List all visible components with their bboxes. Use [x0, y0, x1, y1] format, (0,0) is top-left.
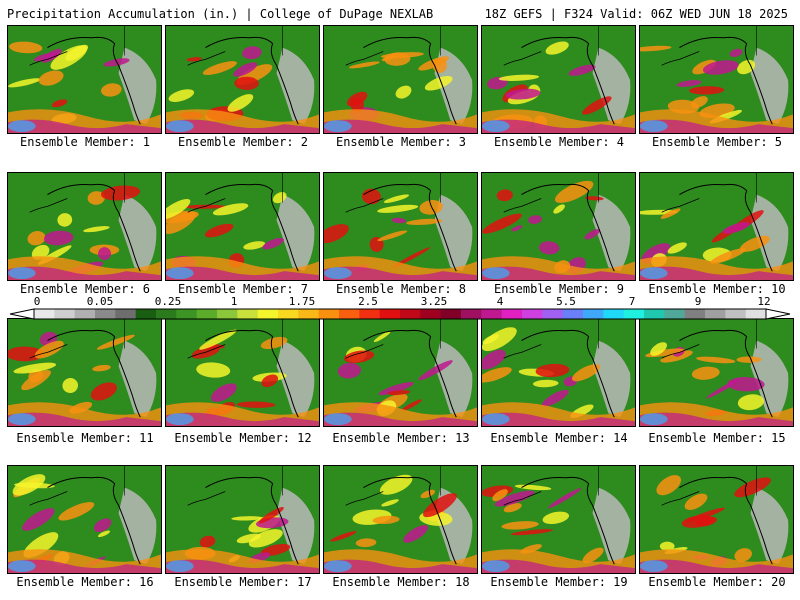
member-map-panel: [639, 318, 794, 427]
member-map-panel: [7, 172, 162, 281]
colorbar-swatch: [318, 309, 340, 319]
colorbar-swatch: [54, 309, 76, 319]
ensemble-member-label: Ensemble Member: 14: [490, 431, 628, 445]
ensemble-member-label: Ensemble Member: 12: [174, 431, 312, 445]
colorbar-swatch: [644, 309, 665, 319]
colorbar-swatch: [176, 309, 198, 319]
colorbar-swatch: [583, 309, 604, 319]
colorbar-swatch: [420, 309, 442, 319]
colorbar-swatch: [745, 309, 767, 319]
member-map-panel: [481, 25, 636, 134]
colorbar-swatch: [74, 309, 96, 319]
member-map-panel: [639, 465, 794, 574]
member-map-panel: [323, 465, 478, 574]
ensemble-member-label: Ensemble Member: 10: [648, 282, 786, 296]
colorbar-tick-label: 1.75: [288, 295, 316, 308]
colorbar-swatch: [481, 309, 503, 319]
colorbar-tick-label: 9: [694, 295, 702, 308]
colorbar-swatch: [562, 309, 584, 319]
colorbar-swatch: [359, 309, 381, 319]
model-run-info: 18Z GEFS | F324 Valid: 06Z WED JUN 18 20…: [484, 7, 788, 21]
member-map-panel: [481, 318, 636, 427]
member-map-panel: [7, 25, 162, 134]
precipitation-colorbar: 0 0.05 0.25 1 1.75 2.5 3.25 4 5.5 7 9 12: [0, 296, 800, 320]
colorbar-swatch: [664, 309, 686, 319]
colorbar-swatch: [115, 309, 137, 319]
colorbar-swatch: [257, 309, 279, 319]
ensemble-member-label: Ensemble Member: 18: [332, 575, 470, 589]
ensemble-member-label: Ensemble Member: 6: [19, 282, 151, 296]
ensemble-member-label: Ensemble Member: 9: [493, 282, 625, 296]
colorbar-tick-label: 7: [628, 295, 636, 308]
member-map-panel: [165, 318, 320, 427]
ensemble-member-label: Ensemble Member: 17: [174, 575, 312, 589]
colorbar-swatch: [34, 309, 55, 319]
colorbar-tick-label: 0.25: [154, 295, 182, 308]
ensemble-member-label: Ensemble Member: 7: [177, 282, 309, 296]
colorbar-tick-label: 4: [496, 295, 504, 308]
member-map-panel: [481, 172, 636, 281]
colorbar-swatch: [725, 309, 747, 319]
colorbar-swatch: [379, 309, 401, 319]
ensemble-member-label: Ensemble Member: 1: [19, 135, 151, 149]
colorbar-tick-label: 5.5: [556, 295, 576, 308]
ensemble-member-label: Ensemble Member: 16: [16, 575, 154, 589]
member-map-panel: [165, 25, 320, 134]
colorbar-swatch: [522, 309, 543, 319]
colorbar-swatch: [603, 309, 625, 319]
colorbar-tick-label: 3.25: [420, 295, 448, 308]
colorbar-tick-label: 0: [33, 295, 41, 308]
colorbar-swatch: [135, 309, 157, 319]
member-map-panel: [639, 25, 794, 134]
colorbar-swatch: [623, 309, 645, 319]
map-title: Precipitation Accumulation (in.) | Colle…: [7, 7, 434, 21]
ensemble-member-label: Ensemble Member: 15: [648, 431, 786, 445]
colorbar-swatch: [156, 309, 177, 319]
ensemble-member-label: Ensemble Member: 3: [335, 135, 467, 149]
member-map-panel: [165, 172, 320, 281]
colorbar-swatch: [196, 309, 218, 319]
ensemble-member-label: Ensemble Member: 5: [651, 135, 783, 149]
colorbar-swatch: [501, 309, 523, 319]
colorbar-outline: [33, 308, 767, 320]
member-map-panel: [7, 465, 162, 574]
ensemble-member-label: Ensemble Member: 11: [16, 431, 154, 445]
colorbar-right-arrow: [765, 308, 791, 320]
colorbar-swatch: [461, 309, 482, 319]
colorbar-swatch: [95, 309, 116, 319]
colorbar-tick-label: 12: [757, 295, 771, 308]
colorbar-swatch: [684, 309, 706, 319]
member-map-panel: [323, 172, 478, 281]
colorbar-swatch: [237, 309, 259, 319]
colorbar-swatch: [440, 309, 462, 319]
colorbar-left-arrow: [9, 308, 35, 320]
colorbar-tick-label: 0.05: [86, 295, 114, 308]
member-map-panel: [639, 172, 794, 281]
colorbar-tick-label: 1: [230, 295, 238, 308]
member-map-panel: [481, 465, 636, 574]
colorbar-swatch: [217, 309, 238, 319]
ensemble-member-label: Ensemble Member: 13: [332, 431, 470, 445]
colorbar-scale: [9, 308, 791, 320]
ensemble-member-label: Ensemble Member: 19: [490, 575, 628, 589]
ensemble-member-label: Ensemble Member: 8: [335, 282, 467, 296]
member-map-panel: [323, 318, 478, 427]
colorbar-tick-label: 2.5: [358, 295, 378, 308]
colorbar-swatch: [542, 309, 564, 319]
ensemble-member-label: Ensemble Member: 4: [493, 135, 625, 149]
colorbar-swatch: [278, 309, 299, 319]
member-map-panel: [165, 465, 320, 574]
ensemble-member-label: Ensemble Member: 20: [648, 575, 786, 589]
colorbar-swatch: [339, 309, 360, 319]
member-map-panel: [7, 318, 162, 427]
colorbar-swatch: [400, 309, 421, 319]
member-map-panel: [323, 25, 478, 134]
colorbar-swatch: [705, 309, 726, 319]
colorbar-swatch: [298, 309, 320, 319]
ensemble-member-label: Ensemble Member: 2: [177, 135, 309, 149]
